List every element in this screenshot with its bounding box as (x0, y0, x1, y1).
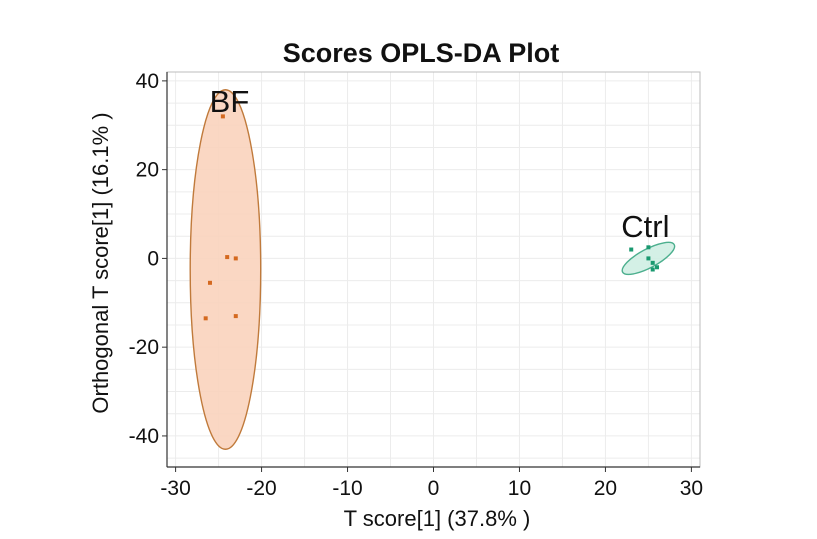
y-axis-label: Orthogonal T score[1] (16.1% ) (88, 112, 113, 413)
chart-title: Scores OPLS-DA Plot (283, 38, 560, 68)
x-tick-label: -10 (332, 477, 362, 500)
x-tick-label: 0 (428, 477, 440, 500)
group-labels: BF Ctrl (210, 84, 670, 244)
x-tick-label: 30 (680, 477, 703, 500)
group-label-bf: BF (210, 84, 250, 119)
data-point-ctrl (655, 265, 660, 270)
data-points (203, 114, 660, 321)
y-tick-label: -40 (129, 425, 159, 448)
y-tick-label: 0 (147, 247, 159, 270)
confidence-ellipse-bf (189, 89, 262, 450)
x-tick-label: 20 (594, 477, 617, 500)
y-tick-label: 40 (136, 70, 159, 93)
x-axis-label: T score[1] (37.8% ) (344, 506, 531, 531)
y-tick-labels: -40 -20 0 20 40 (129, 70, 159, 448)
x-tick-label: -30 (160, 477, 190, 500)
group-label-ctrl: Ctrl (621, 209, 669, 244)
y-tick-label: 20 (136, 159, 159, 182)
data-point-ctrl (650, 260, 655, 265)
data-point-bf (233, 314, 238, 319)
data-point-ctrl (629, 247, 634, 252)
ellipses (189, 89, 676, 450)
x-tick-labels: -30 -20 -10 0 10 20 30 (160, 477, 703, 500)
data-point-bf (203, 316, 208, 321)
x-tick-label: -20 (246, 477, 276, 500)
data-point-bf (207, 280, 212, 285)
grid (167, 72, 700, 467)
data-point-bf (225, 255, 230, 260)
data-point-bf (233, 256, 238, 261)
data-point-ctrl (646, 256, 651, 261)
y-tick-label: -20 (129, 336, 159, 359)
data-point-ctrl (646, 245, 651, 250)
axes (162, 72, 700, 472)
data-point-bf (220, 114, 225, 119)
data-point-ctrl (650, 267, 655, 272)
x-tick-label: 10 (508, 477, 531, 500)
